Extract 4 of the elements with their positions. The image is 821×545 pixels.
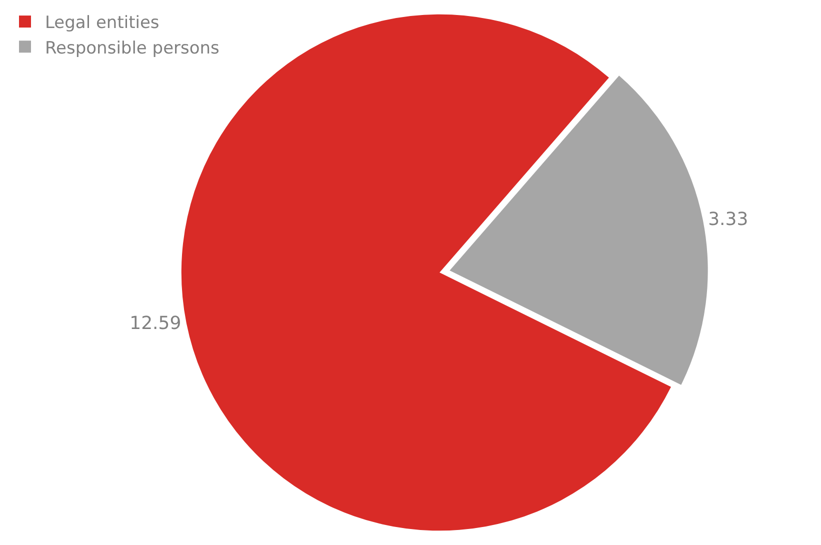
data-label: 3.33: [708, 208, 748, 230]
legend-label: Legal entities: [45, 13, 160, 34]
data-label: 12.59: [130, 313, 182, 334]
legend-label: Responsible persons: [45, 38, 220, 58]
